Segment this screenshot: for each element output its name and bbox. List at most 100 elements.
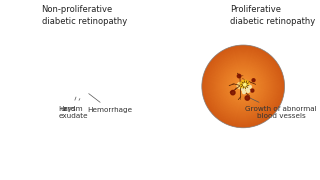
Circle shape bbox=[238, 83, 243, 88]
Circle shape bbox=[42, 41, 124, 124]
Circle shape bbox=[72, 71, 95, 94]
Circle shape bbox=[68, 67, 99, 98]
Circle shape bbox=[224, 67, 263, 106]
Circle shape bbox=[212, 55, 274, 117]
Circle shape bbox=[242, 88, 245, 91]
Circle shape bbox=[242, 81, 248, 88]
Circle shape bbox=[84, 75, 86, 78]
Circle shape bbox=[69, 68, 98, 97]
Circle shape bbox=[82, 82, 84, 84]
Text: Hard
exudate: Hard exudate bbox=[58, 98, 88, 119]
Circle shape bbox=[73, 82, 76, 85]
Circle shape bbox=[238, 81, 248, 92]
Circle shape bbox=[46, 46, 120, 120]
Circle shape bbox=[70, 69, 97, 96]
Circle shape bbox=[237, 80, 249, 93]
Circle shape bbox=[47, 47, 119, 119]
Circle shape bbox=[74, 77, 77, 80]
Circle shape bbox=[77, 77, 89, 89]
Circle shape bbox=[79, 79, 87, 87]
Circle shape bbox=[228, 71, 259, 102]
Circle shape bbox=[243, 82, 247, 87]
Circle shape bbox=[218, 62, 268, 111]
Circle shape bbox=[241, 84, 245, 88]
Circle shape bbox=[45, 44, 122, 121]
Circle shape bbox=[240, 80, 249, 89]
Circle shape bbox=[238, 83, 243, 88]
Circle shape bbox=[241, 81, 249, 89]
Circle shape bbox=[84, 79, 89, 83]
Circle shape bbox=[80, 87, 82, 90]
Text: Non-proliferative
diabetic retinopathy: Non-proliferative diabetic retinopathy bbox=[42, 5, 127, 26]
Circle shape bbox=[44, 43, 123, 122]
Circle shape bbox=[67, 66, 100, 99]
Circle shape bbox=[80, 80, 86, 86]
Circle shape bbox=[49, 49, 117, 117]
Circle shape bbox=[70, 82, 72, 84]
Circle shape bbox=[239, 85, 241, 87]
Circle shape bbox=[66, 65, 101, 100]
Text: Proliferative
diabetic retinopathy: Proliferative diabetic retinopathy bbox=[230, 5, 316, 26]
Circle shape bbox=[234, 77, 252, 96]
Circle shape bbox=[64, 63, 103, 102]
Circle shape bbox=[204, 47, 283, 126]
Circle shape bbox=[229, 72, 258, 101]
Text: Hemorrhage: Hemorrhage bbox=[87, 94, 132, 113]
Circle shape bbox=[208, 51, 278, 122]
Circle shape bbox=[215, 58, 271, 114]
Circle shape bbox=[75, 89, 79, 92]
Circle shape bbox=[57, 57, 109, 109]
Circle shape bbox=[54, 54, 112, 112]
Circle shape bbox=[53, 53, 113, 113]
Circle shape bbox=[84, 87, 86, 89]
Circle shape bbox=[225, 68, 262, 105]
Circle shape bbox=[220, 63, 267, 110]
Circle shape bbox=[71, 70, 96, 95]
Circle shape bbox=[239, 82, 247, 91]
Circle shape bbox=[86, 80, 87, 82]
Circle shape bbox=[50, 50, 116, 116]
Circle shape bbox=[73, 72, 93, 93]
Circle shape bbox=[85, 80, 88, 82]
Circle shape bbox=[242, 82, 247, 87]
Circle shape bbox=[84, 78, 90, 84]
Circle shape bbox=[203, 46, 284, 127]
Circle shape bbox=[242, 85, 244, 87]
Circle shape bbox=[55, 55, 111, 111]
Circle shape bbox=[239, 84, 242, 87]
Circle shape bbox=[227, 70, 260, 103]
Text: Growth of abnormal
blood vessels: Growth of abnormal blood vessels bbox=[245, 98, 317, 119]
Circle shape bbox=[75, 75, 92, 91]
Circle shape bbox=[81, 81, 85, 85]
Circle shape bbox=[76, 76, 91, 90]
Circle shape bbox=[239, 84, 242, 87]
Circle shape bbox=[252, 79, 255, 82]
Circle shape bbox=[248, 85, 251, 88]
Circle shape bbox=[210, 53, 276, 120]
Circle shape bbox=[43, 42, 124, 123]
Circle shape bbox=[231, 74, 256, 99]
Circle shape bbox=[237, 82, 244, 89]
Circle shape bbox=[84, 78, 89, 84]
Circle shape bbox=[244, 84, 246, 86]
Circle shape bbox=[243, 91, 245, 94]
Circle shape bbox=[85, 80, 88, 83]
Circle shape bbox=[81, 85, 84, 87]
Text: urysm: urysm bbox=[60, 97, 83, 112]
Circle shape bbox=[237, 74, 241, 78]
Circle shape bbox=[222, 66, 264, 107]
Circle shape bbox=[65, 64, 102, 101]
Circle shape bbox=[62, 62, 104, 104]
Circle shape bbox=[244, 84, 245, 85]
Circle shape bbox=[236, 79, 251, 94]
Circle shape bbox=[202, 45, 284, 128]
Circle shape bbox=[240, 85, 241, 86]
Circle shape bbox=[214, 57, 272, 115]
Circle shape bbox=[235, 78, 252, 95]
Circle shape bbox=[243, 83, 247, 86]
Circle shape bbox=[237, 83, 243, 88]
Circle shape bbox=[233, 76, 253, 97]
Circle shape bbox=[247, 89, 250, 92]
Circle shape bbox=[51, 51, 115, 115]
Circle shape bbox=[231, 90, 235, 95]
